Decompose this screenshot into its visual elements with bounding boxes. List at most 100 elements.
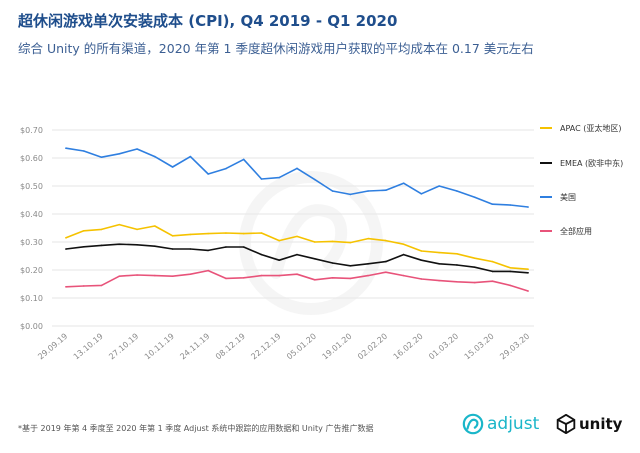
data-point bbox=[225, 246, 227, 248]
data-point bbox=[491, 270, 494, 273]
data-point bbox=[100, 156, 103, 158]
data-point bbox=[65, 248, 67, 250]
data-point bbox=[189, 155, 192, 158]
data-point bbox=[171, 248, 174, 250]
data-point bbox=[100, 244, 103, 247]
data-point bbox=[189, 233, 192, 236]
data-point bbox=[331, 190, 334, 192]
data-point bbox=[349, 277, 352, 280]
x-tick-label: 02.02.20 bbox=[356, 332, 389, 362]
data-point bbox=[278, 176, 281, 179]
x-tick-label: 29.09.19 bbox=[36, 332, 69, 362]
data-point bbox=[385, 260, 387, 263]
data-point bbox=[207, 232, 209, 235]
data-point bbox=[313, 178, 316, 181]
data-point bbox=[420, 193, 423, 195]
data-point bbox=[278, 239, 281, 242]
unity-logo-icon bbox=[556, 414, 576, 434]
y-tick-label: $0.40 bbox=[20, 210, 43, 219]
y-tick-label: $0.20 bbox=[20, 266, 43, 275]
data-point bbox=[100, 228, 103, 231]
data-point bbox=[420, 278, 423, 280]
series-line-1 bbox=[65, 223, 529, 271]
data-point bbox=[385, 271, 387, 274]
data-point bbox=[100, 284, 103, 287]
data-point bbox=[225, 277, 227, 280]
data-point bbox=[82, 230, 85, 232]
legend-label: 全部应用 bbox=[560, 226, 592, 236]
data-point bbox=[225, 232, 227, 234]
data-point bbox=[154, 274, 156, 277]
data-point bbox=[171, 275, 174, 277]
data-point bbox=[225, 167, 227, 170]
data-point bbox=[402, 274, 405, 277]
legend-label: APAC (亚太地区) bbox=[560, 123, 622, 133]
x-tick-label: 19.01.20 bbox=[321, 332, 354, 362]
x-tick-label: 24.11.19 bbox=[178, 332, 211, 362]
y-tick-label: $0.70 bbox=[20, 126, 43, 135]
data-point bbox=[313, 241, 316, 243]
legend-label: 美国 bbox=[560, 192, 576, 202]
data-point bbox=[509, 266, 512, 269]
data-point bbox=[349, 265, 352, 267]
data-point bbox=[527, 290, 529, 292]
data-point bbox=[136, 244, 138, 246]
data-point bbox=[491, 280, 494, 283]
data-point bbox=[65, 286, 67, 288]
x-tick-label: 29.03.20 bbox=[498, 332, 531, 362]
data-point bbox=[189, 273, 192, 276]
x-tick-label: 10.11.19 bbox=[143, 332, 176, 362]
data-point bbox=[207, 249, 209, 252]
data-point bbox=[473, 257, 476, 260]
data-point bbox=[527, 268, 529, 270]
data-point bbox=[456, 264, 458, 266]
data-point bbox=[296, 235, 298, 238]
data-point bbox=[313, 279, 316, 281]
data-point bbox=[242, 232, 245, 235]
y-tick-label: $0.00 bbox=[20, 322, 43, 331]
data-point bbox=[331, 240, 334, 243]
data-point bbox=[402, 182, 405, 184]
data-point bbox=[242, 246, 245, 248]
data-point bbox=[367, 237, 369, 240]
data-point bbox=[473, 196, 476, 198]
data-point bbox=[349, 241, 352, 244]
data-point bbox=[473, 281, 476, 284]
data-point bbox=[473, 266, 476, 269]
data-point bbox=[154, 155, 156, 158]
data-point bbox=[438, 185, 440, 187]
x-tick-label: 08.12.19 bbox=[214, 332, 247, 362]
unity-logo-text: unity bbox=[579, 415, 623, 433]
data-point bbox=[438, 251, 440, 254]
data-point bbox=[527, 272, 529, 274]
x-tick-label: 13.10.19 bbox=[72, 332, 105, 362]
series-line-2 bbox=[65, 243, 529, 274]
data-point bbox=[65, 147, 67, 149]
data-point bbox=[278, 259, 281, 262]
data-point bbox=[509, 284, 512, 287]
data-point bbox=[65, 237, 67, 239]
data-point bbox=[154, 225, 156, 227]
data-point bbox=[491, 260, 494, 263]
data-point bbox=[420, 250, 423, 252]
adjust-logo: adjust bbox=[462, 413, 539, 435]
data-point bbox=[456, 252, 458, 255]
data-point bbox=[367, 274, 369, 277]
data-point bbox=[260, 274, 263, 277]
data-point bbox=[171, 166, 174, 168]
data-point bbox=[260, 232, 263, 234]
x-tick-label: 22.12.19 bbox=[249, 332, 282, 362]
data-point bbox=[331, 262, 334, 264]
data-point bbox=[171, 235, 174, 237]
chart-subtitle: 综合 Unity 的所有渠道，2020 年第 1 季度超休闲游戏用户获取的平均成… bbox=[18, 41, 534, 56]
data-point bbox=[367, 190, 369, 192]
chart-title: 超休闲游戏单次安装成本 (CPI), Q4 2019 - Q1 2020 bbox=[18, 12, 398, 30]
data-point bbox=[420, 259, 423, 262]
data-point bbox=[296, 253, 298, 256]
data-point bbox=[367, 263, 369, 265]
data-point bbox=[402, 253, 405, 256]
unity-logo: unity bbox=[556, 414, 622, 434]
y-tick-label: $0.60 bbox=[20, 154, 43, 163]
data-point bbox=[242, 277, 245, 279]
